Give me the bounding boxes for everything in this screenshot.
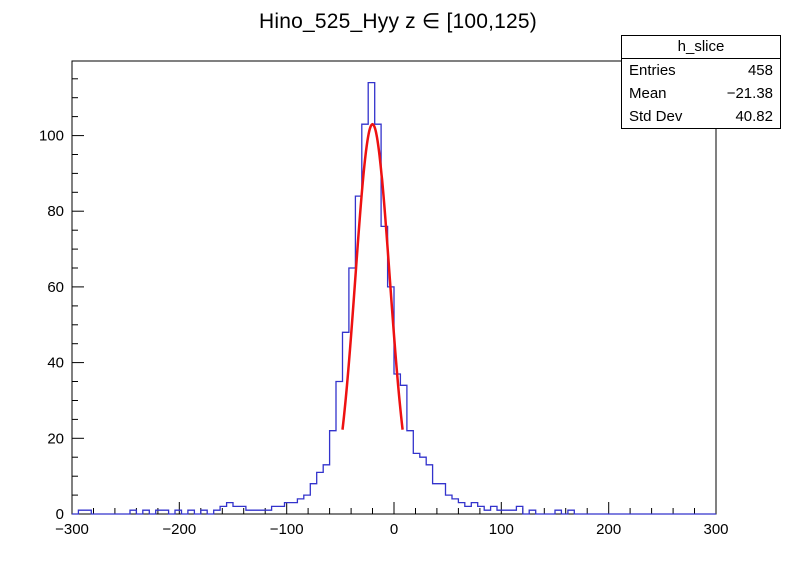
y-tick-label: 60: [47, 279, 64, 296]
x-tick-label: −100: [270, 521, 304, 538]
plot-title: Hino_525_Hyy z ∈ [100,125): [259, 10, 537, 33]
y-tick-label: 0: [56, 506, 64, 523]
stats-row-stddev: Std Dev 40.82: [622, 105, 780, 128]
stats-entries-label: Entries: [629, 62, 676, 79]
stats-entries-value: 458: [747, 62, 773, 79]
stats-mean-label: Mean: [629, 85, 667, 102]
x-tick-label: −300: [55, 521, 89, 538]
x-tick-label: 100: [489, 521, 514, 538]
fit-curve: [341, 122, 404, 430]
y-tick-label: 80: [47, 203, 64, 220]
y-tick-label: 20: [47, 430, 64, 447]
stats-stddev-label: Std Dev: [629, 108, 683, 125]
y-tick-label: 40: [47, 355, 64, 372]
stats-row-entries: Entries 458: [622, 59, 780, 82]
x-tick-label: 300: [703, 521, 728, 538]
x-tick-label: −200: [162, 521, 196, 538]
stats-stddev-value: 40.82: [735, 108, 773, 125]
y-tick-label: 100: [39, 128, 64, 145]
stats-row-mean: Mean −21.38: [622, 82, 780, 105]
stats-box: h_slice Entries 458 Mean −21.38 Std Dev …: [621, 35, 781, 129]
stats-box-title: h_slice: [622, 36, 780, 59]
x-tick-label: 0: [390, 521, 398, 538]
stats-mean-value: −21.38: [726, 85, 773, 102]
x-tick-label: 200: [596, 521, 621, 538]
histogram-line: [72, 81, 716, 515]
